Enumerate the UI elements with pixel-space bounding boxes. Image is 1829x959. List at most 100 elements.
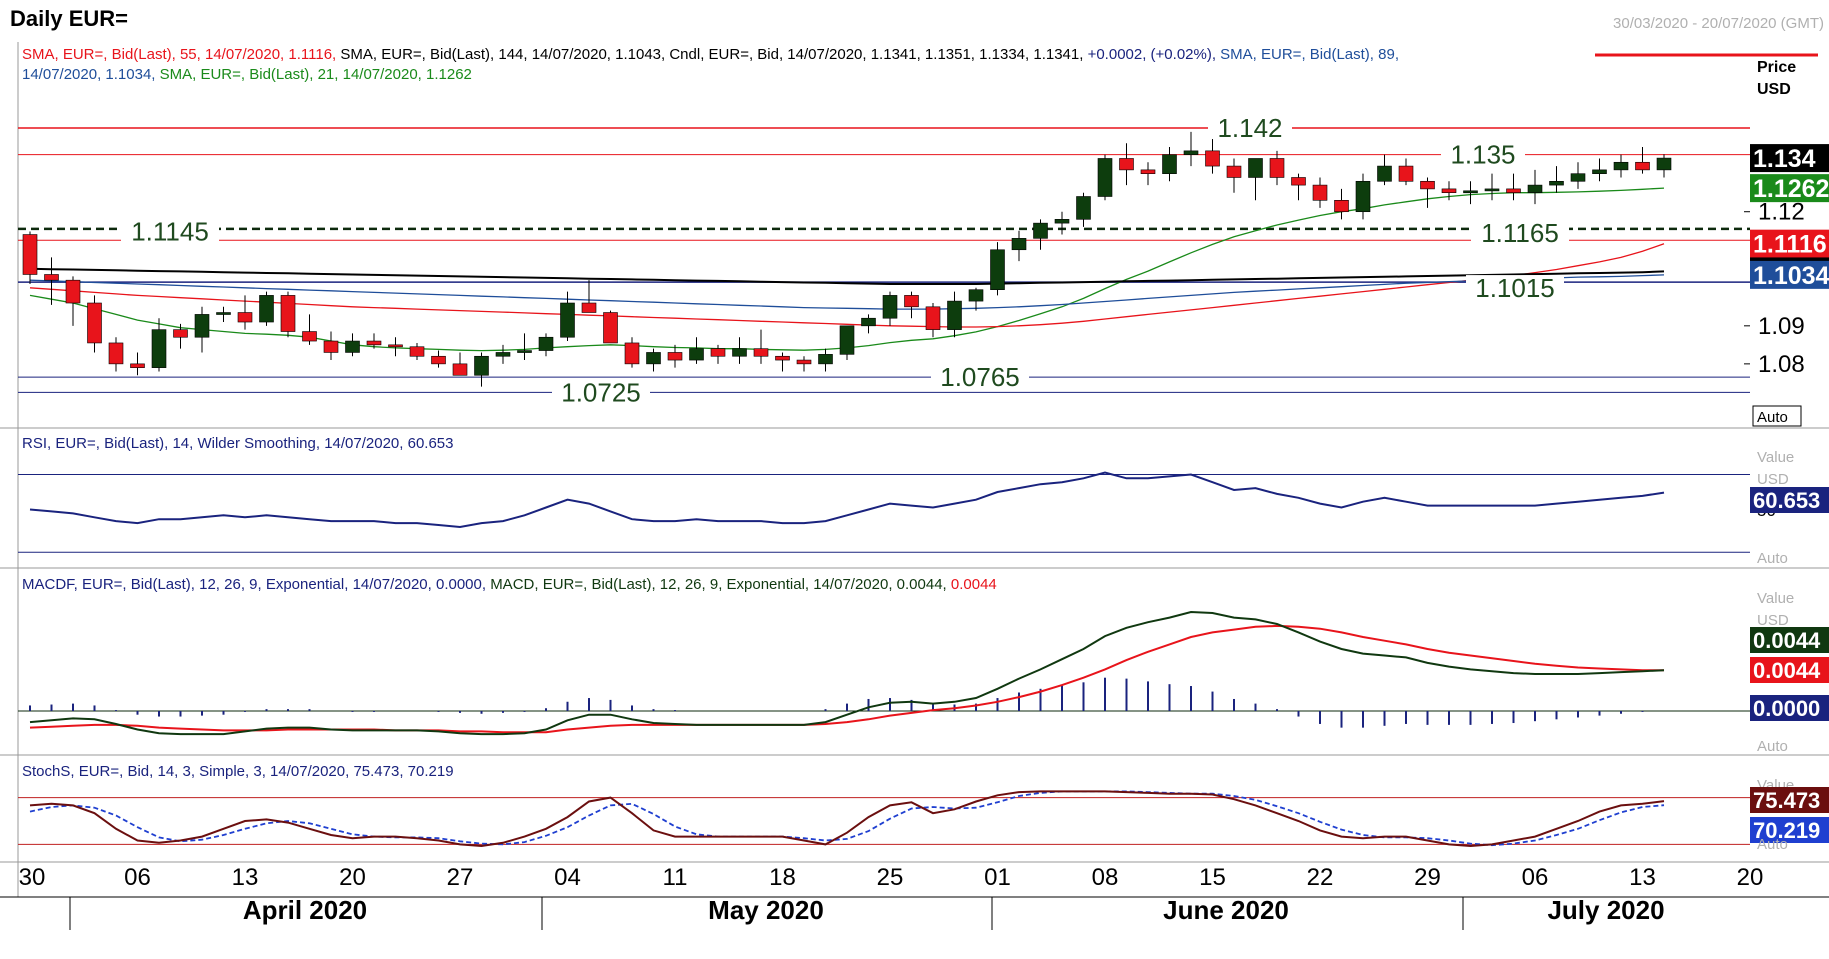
macd-value-tags: 0.0044 0.0044 0.0000 <box>1750 627 1829 721</box>
macd-auto-label: Auto <box>1757 738 1788 755</box>
candle-body-62 <box>1355 180 1371 213</box>
candle-body-17 <box>388 344 403 348</box>
candle-body-30 <box>667 352 683 361</box>
candle-body-73 <box>1592 169 1607 174</box>
level-label-bg-5 <box>931 364 1029 389</box>
candle-body-72 <box>1570 173 1586 182</box>
price-tag-bg-2 <box>1750 229 1829 258</box>
candle-body-40 <box>882 295 898 319</box>
price-tick-label-2: 1.08 <box>1758 351 1805 378</box>
x-axis: 30 06 13 20 27 04 11 18 25 01 08 15 22 29 06 13 20 April … <box>19 864 1763 930</box>
price-axis-unit: USD <box>1757 81 1791 98</box>
level-label-bg-0 <box>1208 115 1292 140</box>
candle-body-15 <box>345 340 360 353</box>
candle-body-2 <box>65 279 81 304</box>
panel-frames <box>0 42 1829 898</box>
price-legend-1-part-3: +0.0002, (+0.02%), <box>1088 46 1221 63</box>
macd-tag-0: 0.0044 <box>1753 628 1821 653</box>
candle-body-58 <box>1269 158 1285 178</box>
x-day-tick-12: 22 <box>1307 864 1334 891</box>
stoch-auto-label: Auto <box>1757 836 1788 853</box>
rsi-unit-label: USD <box>1757 471 1789 488</box>
price-auto-label: Auto <box>1757 409 1788 426</box>
candle-body-14 <box>323 340 339 353</box>
x-day-tick-7: 18 <box>769 864 796 891</box>
candle-body-32 <box>710 348 726 357</box>
candle-body-59 <box>1291 177 1306 186</box>
candle-body-47 <box>1033 222 1048 239</box>
sma-line-1 <box>29 243 1665 328</box>
price-tag-bg-4 <box>1750 260 1829 289</box>
candle-body-23 <box>517 350 532 353</box>
macd-panel <box>18 610 1750 736</box>
stoch-legend-part-0: StochS, EUR=, Bid, 14, 3, Simple, 3, 14/… <box>22 763 408 780</box>
candle-body-61 <box>1334 200 1349 213</box>
candle-body-27 <box>603 312 618 344</box>
candle-body-42 <box>925 306 941 330</box>
candle-body-36 <box>796 359 812 365</box>
candle-body-66 <box>1441 188 1457 193</box>
macd-tag-1: 0.0044 <box>1753 658 1821 683</box>
candle-body-20 <box>452 363 468 376</box>
rsi-value-label: Value <box>1757 449 1794 466</box>
candle-body-10 <box>237 312 253 323</box>
candle-body-41 <box>904 295 919 308</box>
candlesticks <box>22 128 1672 387</box>
candle-body-21 <box>474 355 489 376</box>
candle-body-12 <box>280 295 296 332</box>
macd-unit-label: USD <box>1757 612 1789 629</box>
candle-body-55 <box>1205 150 1220 167</box>
candle-body-11 <box>259 295 274 323</box>
x-day-tick-0: 30 <box>19 864 46 891</box>
stoch-tag-1: 70.219 <box>1753 818 1820 843</box>
stoch-k-line <box>29 790 1665 848</box>
candle-body-48 <box>1054 219 1070 224</box>
level-label-bg-2 <box>121 218 219 243</box>
candle-body-60 <box>1312 184 1328 201</box>
macd-tag-bg-2 <box>1750 695 1829 721</box>
x-day-tick-14: 06 <box>1522 864 1549 891</box>
candle-body-44 <box>968 289 984 302</box>
candle-body-22 <box>495 352 511 357</box>
candle-body-45 <box>990 249 1005 290</box>
candle-body-46 <box>1011 238 1027 251</box>
date-range: 30/03/2020 - 20/07/2020 (GMT) <box>1613 15 1824 32</box>
stoch-tag-bg-1 <box>1750 817 1829 843</box>
candle-body-1 <box>44 274 59 281</box>
candle-body-49 <box>1076 196 1091 220</box>
candle-body-25 <box>560 302 575 338</box>
level-label-bg-4 <box>1466 275 1564 300</box>
price-legend-1-part-4: SMA, EUR=, Bid(Last), 89, <box>1220 46 1399 63</box>
chart-title: Daily EUR= <box>10 6 128 31</box>
candle-body-4 <box>108 342 124 365</box>
stochastic-legend: StochS, EUR=, Bid, 14, 3, Simple, 3, 14/… <box>22 763 454 780</box>
rsi-legend: RSI, EUR=, Bid(Last), 14, Wilder Smoothi… <box>22 435 453 452</box>
rsi-line <box>29 471 1665 529</box>
price-tick-label-0: 1.12 <box>1758 199 1805 226</box>
macd-legend-part-0: MACDF, EUR=, Bid(Last), 12, 26, 9, Expon… <box>22 576 490 593</box>
macd-value-label: Value <box>1757 590 1794 607</box>
candle-body-75 <box>1635 161 1650 171</box>
macd-tag-bg-1 <box>1750 657 1829 683</box>
candle-body-29 <box>646 352 661 365</box>
x-month-label-0: April 2020 <box>243 895 367 925</box>
level-label-4: 1.1015 <box>1475 273 1555 303</box>
candle-body-76 <box>1656 157 1672 171</box>
candle-body-67 <box>1463 190 1478 194</box>
candle-body-7 <box>173 329 188 338</box>
candle-body-31 <box>689 348 704 361</box>
price-tag-4: 1.1034 <box>1753 262 1829 290</box>
x-day-tick-10: 08 <box>1092 864 1119 891</box>
candle-body-16 <box>366 340 382 346</box>
candle-body-70 <box>1527 184 1543 193</box>
candle-body-3 <box>87 302 102 344</box>
candle-body-39 <box>861 317 876 327</box>
x-day-tick-9: 01 <box>984 864 1011 891</box>
candle-body-53 <box>1162 154 1177 174</box>
price-auto-button[interactable] <box>1752 405 1802 427</box>
price-legend-line-2: 14/07/2020, 1.1034, SMA, EUR=, Bid(Last)… <box>22 66 472 83</box>
candle-body-34 <box>753 348 769 357</box>
x-day-tick-6: 11 <box>663 864 688 891</box>
